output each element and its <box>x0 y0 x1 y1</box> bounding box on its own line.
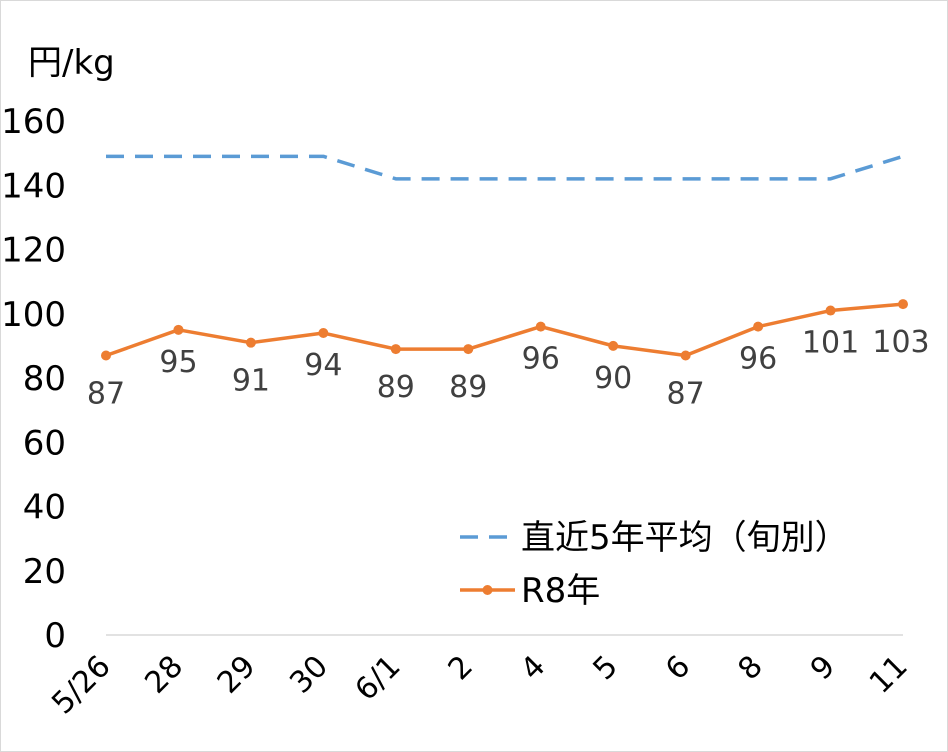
data-label: 89 <box>449 370 487 405</box>
series-line-0 <box>106 154 904 181</box>
data-point <box>753 321 764 332</box>
data-point <box>898 299 908 310</box>
data-label: 95 <box>159 345 197 380</box>
x-tick-label: 5 <box>587 649 625 687</box>
y-tick-label: 40 <box>23 488 66 528</box>
legend-label-1: R8年 <box>521 571 600 611</box>
data-point <box>608 340 619 351</box>
x-axis-ticks: 5/26 28 29 30 6/1 2 4 5 6 8 9 11 <box>45 649 914 721</box>
x-tick-label: 2 <box>442 649 480 687</box>
data-point <box>680 350 691 361</box>
data-point <box>101 350 111 361</box>
data-point <box>535 321 546 332</box>
y-tick-label: 80 <box>23 359 66 399</box>
y-tick-label: 0 <box>44 616 66 656</box>
data-point <box>245 337 256 348</box>
data-label: 90 <box>594 361 632 396</box>
x-tick-label: 30 <box>283 649 335 701</box>
legend-marker <box>482 585 493 595</box>
y-tick-label: 140 <box>1 166 66 206</box>
x-tick-label: 11 <box>863 649 915 701</box>
series-line-1 <box>105 302 904 358</box>
data-label: 87 <box>667 377 705 412</box>
data-point <box>318 328 329 339</box>
data-point <box>463 344 474 355</box>
data-label: 96 <box>522 342 560 377</box>
data-label: 101 <box>802 326 859 361</box>
x-tick-label: 9 <box>804 649 842 687</box>
x-tick-label: 4 <box>514 649 552 687</box>
x-tick-label: 5/26 <box>45 649 117 721</box>
y-axis-ticks: 0 20 40 60 80 100 120 140 160 <box>1 102 66 656</box>
y-tick-label: 100 <box>1 295 66 335</box>
x-tick-label: 29 <box>211 649 263 701</box>
y-tick-label: 20 <box>23 552 66 592</box>
x-tick-label: 6/1 <box>349 649 408 708</box>
data-point <box>825 305 836 316</box>
data-label: 91 <box>232 364 270 399</box>
x-tick-label: 28 <box>138 649 190 701</box>
data-label: 87 <box>87 377 125 412</box>
data-label: 96 <box>739 342 777 377</box>
legend-label-0: 直近5年平均（旬別） <box>521 518 849 558</box>
data-point <box>390 344 401 355</box>
series-layer: 87 95 91 94 89 89 96 90 87 96 101 103 <box>87 154 930 412</box>
legend: 直近5年平均（旬別） R8年 <box>460 518 849 611</box>
y-tick-label: 160 <box>1 102 66 142</box>
y-tick-label: 60 <box>23 423 66 463</box>
data-label: 94 <box>304 348 342 383</box>
y-tick-label: 120 <box>1 231 66 271</box>
data-label: 103 <box>872 325 929 360</box>
x-tick-label: 8 <box>731 649 769 687</box>
data-label: 89 <box>377 370 415 405</box>
data-point <box>173 324 184 335</box>
y-unit-label: 円/kg <box>28 43 115 83</box>
x-tick-label: 6 <box>659 649 697 687</box>
